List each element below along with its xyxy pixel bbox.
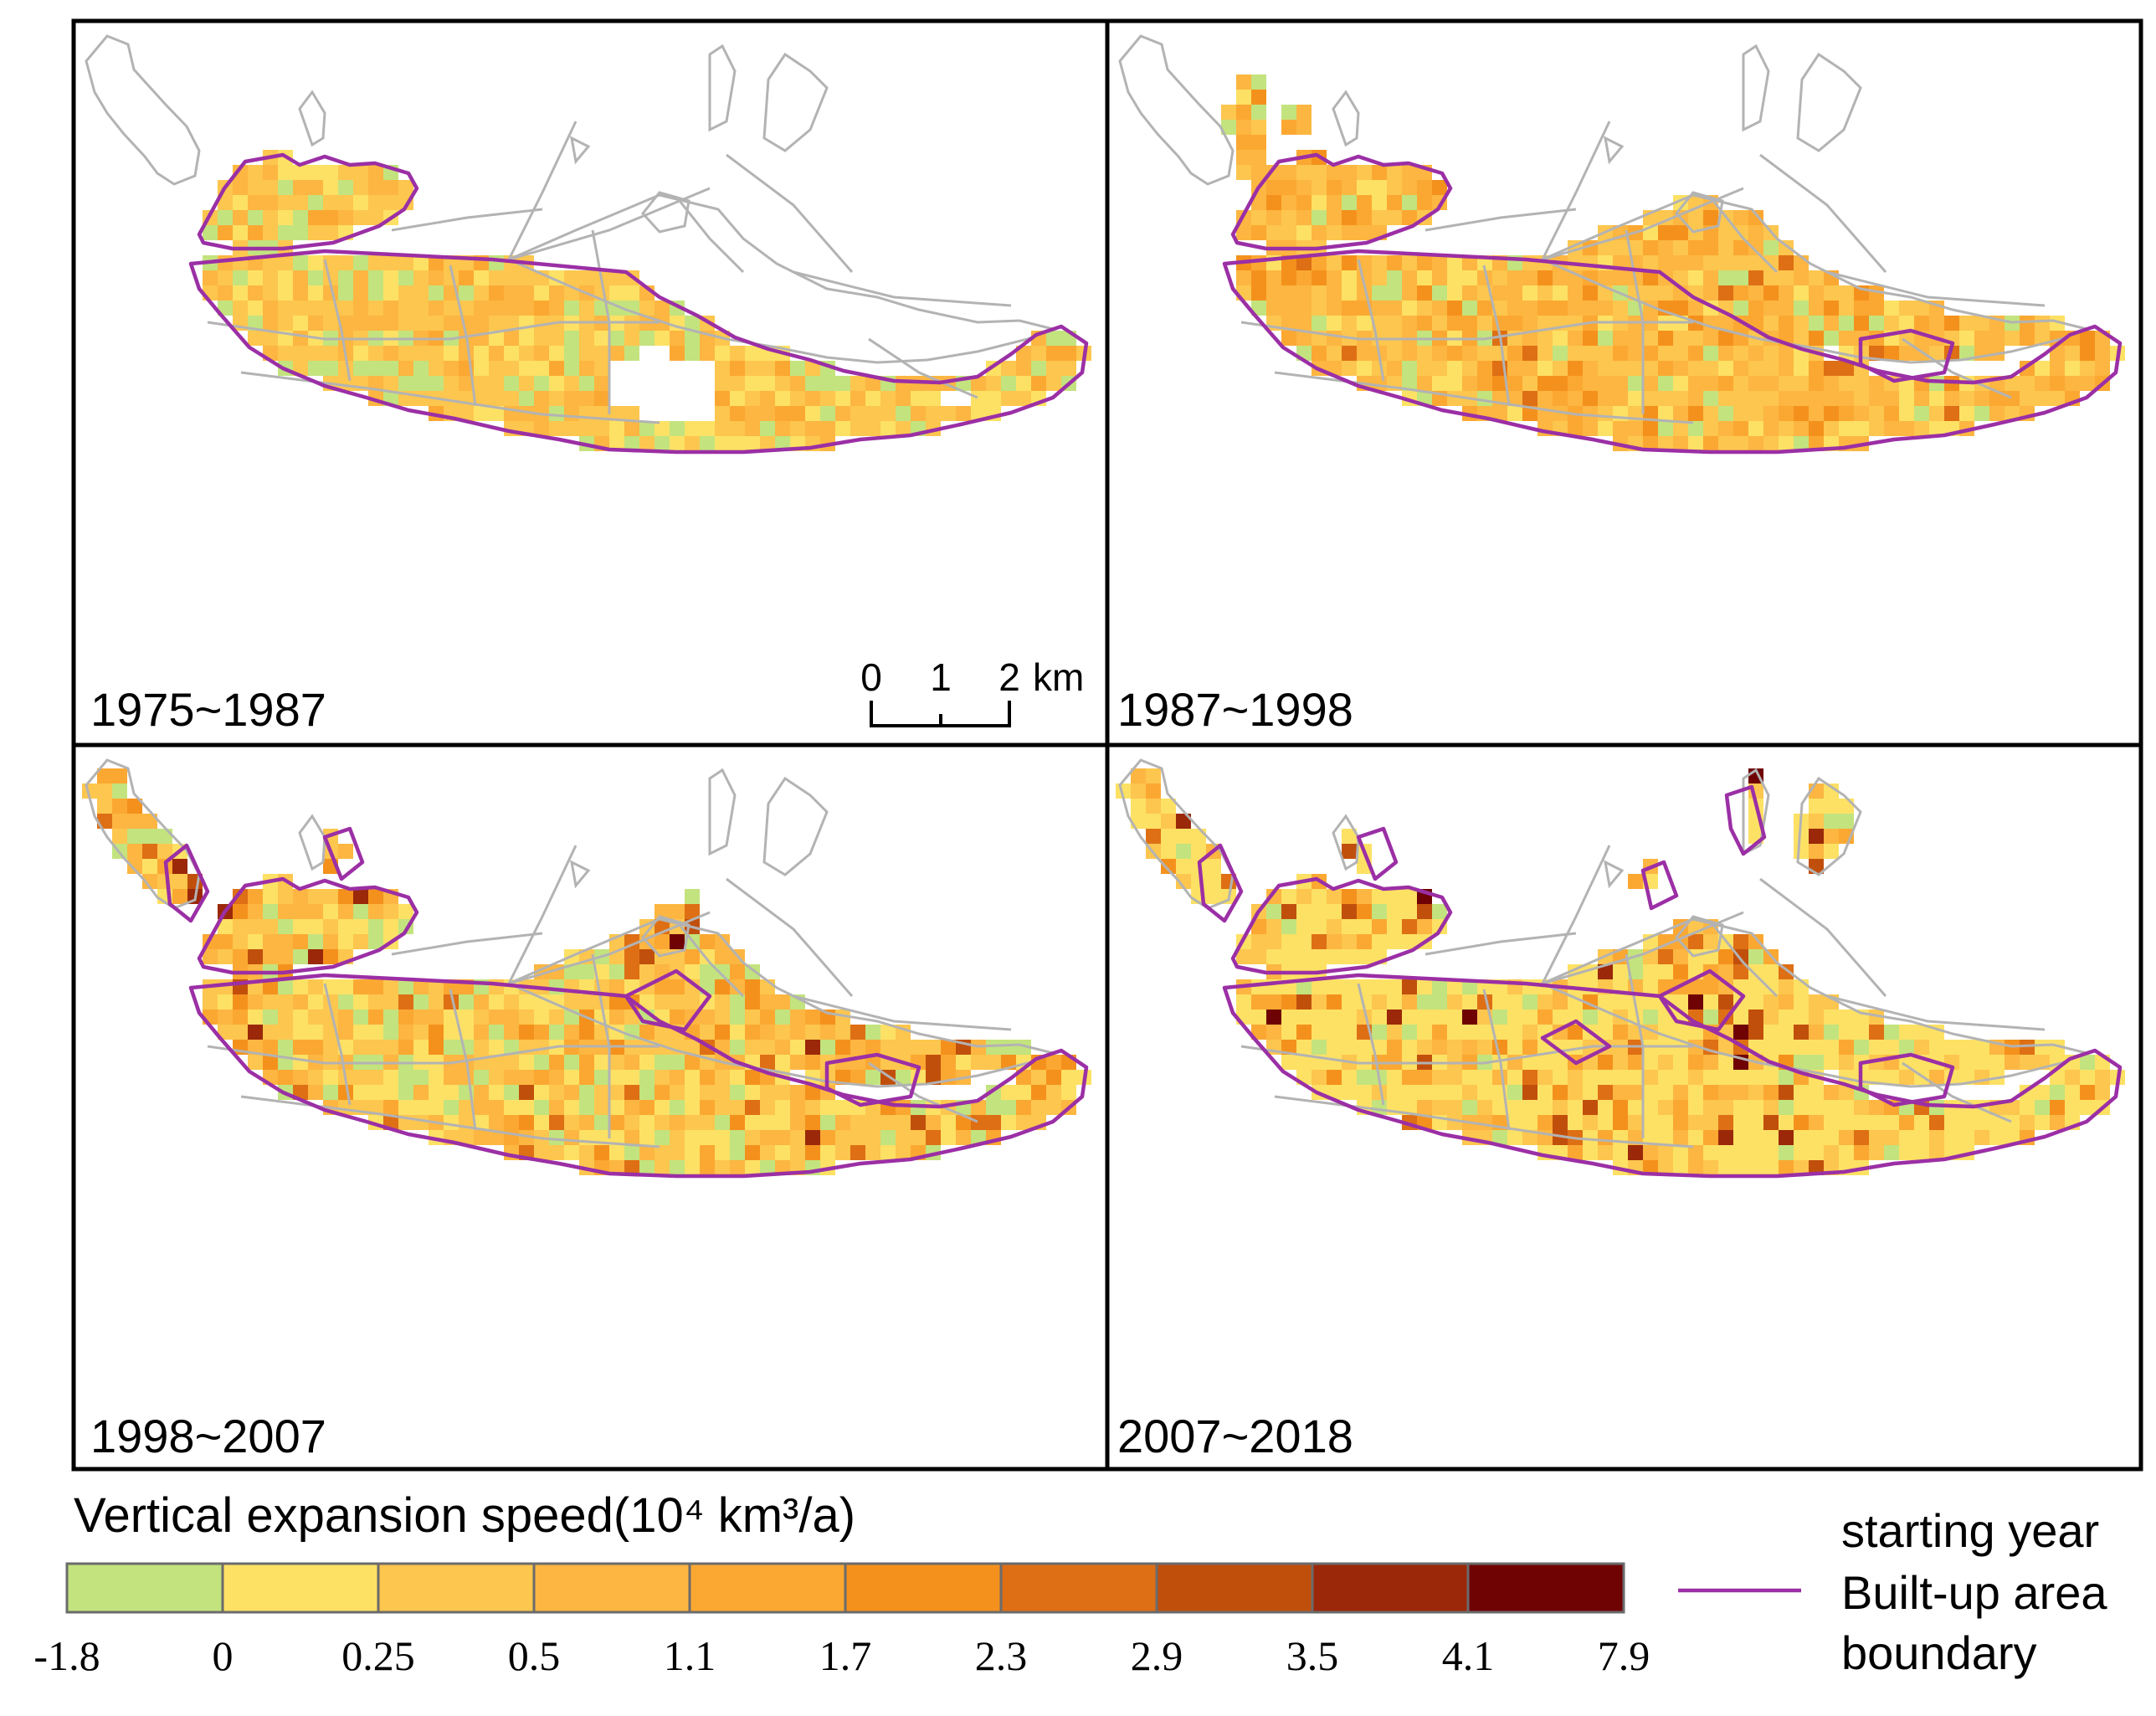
panel-label-1998-2007: 1998~2007 <box>90 1410 326 1462</box>
legend-swatch <box>1466 1562 1625 1614</box>
legend-swatch <box>1155 1562 1314 1614</box>
legend-swatch <box>377 1562 536 1614</box>
legend-tick-label: -1.8 <box>33 1632 100 1679</box>
legend-tick-label: 0 <box>213 1632 234 1679</box>
scale-tick-1: 1 <box>930 655 952 699</box>
legend-swatch <box>221 1562 380 1614</box>
scale-tick-0: 0 <box>860 655 882 699</box>
legend-swatch <box>1311 1562 1470 1614</box>
legend-swatch <box>999 1562 1158 1614</box>
built-up-boundary <box>1222 152 2123 455</box>
boundary-legend-line2: Built-up area <box>1841 1566 2107 1619</box>
legend-tick-label: 0.5 <box>508 1632 561 1679</box>
legend-tick-labels: -1.8 0 0.25 0.5 1.1 1.7 2.3 2.9 3.5 4.1 7.9 <box>33 1632 1650 1679</box>
panel-label-2007-2018: 2007~2018 <box>1117 1410 1353 1462</box>
expansion-grid <box>1116 768 2125 1175</box>
panel-label-1987-1998: 1987~1998 <box>1117 683 1353 736</box>
legend-color-bar <box>65 1562 1625 1614</box>
boundary-legend-line1: starting year <box>1841 1504 2099 1557</box>
legend-tick-label: 3.5 <box>1286 1632 1339 1679</box>
built-up-boundary <box>188 152 1089 455</box>
legend-swatch <box>65 1562 224 1614</box>
legend-tick-label: 7.9 <box>1598 1632 1650 1679</box>
legend-swatch <box>844 1562 1003 1614</box>
panel-label-1975-1987: 1975~1987 <box>90 683 326 736</box>
boundary-legend-line3: boundary <box>1841 1626 2037 1679</box>
map-panel-2007-2018: 2007~2018 <box>1116 758 2125 1462</box>
legend-tick-label: 4.1 <box>1442 1632 1495 1679</box>
scale-bar-line <box>870 701 1011 727</box>
legend-swatch <box>688 1562 847 1614</box>
scale-bar: 0 1 2 km <box>860 655 1084 727</box>
legend-tick-label: 1.1 <box>664 1632 716 1679</box>
legend-swatch <box>532 1562 691 1614</box>
legend-title: Vertical expansion speed(10⁴ km³/a) <box>74 1488 855 1543</box>
built-up-boundary <box>163 826 1089 1179</box>
legend-tick-label: 2.9 <box>1131 1632 1183 1679</box>
scale-unit: km <box>1033 655 1084 699</box>
built-up-boundary <box>1197 784 2123 1179</box>
legend-tick-label: 0.25 <box>341 1632 415 1679</box>
map-panel-1987-1998: 1987~1998 <box>1117 34 2125 736</box>
map-panel-1998-2007: 1998~2007 <box>82 758 1091 1462</box>
legend-tick-label: 2.3 <box>975 1632 1028 1679</box>
legend-tick-label: 1.7 <box>819 1632 872 1679</box>
scale-tick-2: 2 <box>998 655 1020 699</box>
map-panel-1975-1987: 1975~1987 0 1 2 km <box>85 34 1091 736</box>
